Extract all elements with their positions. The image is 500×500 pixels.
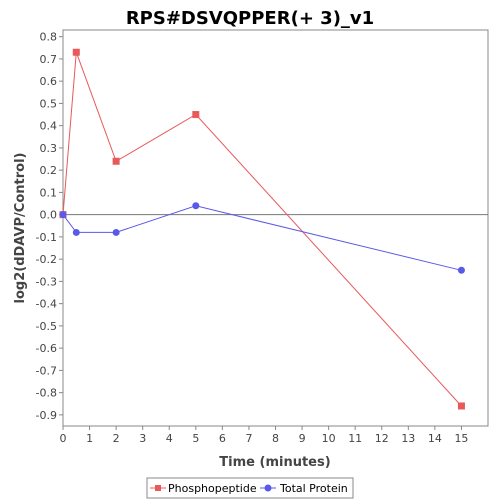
legend-marker-total-protein	[264, 484, 272, 492]
data-point-phosphopeptide	[192, 111, 200, 119]
x-tick-label: 15	[454, 432, 468, 445]
y-axis-ticks: 0.8 0.7 0.6 0.5 0.4 0.3 0.2 0.1 0.0 -0.1 -0.2 -0.3 -…	[36, 31, 63, 422]
y-tick-label: -0.7	[36, 364, 57, 377]
y-tick-label: -0.9	[36, 409, 57, 422]
legend-marker-phosphopeptide	[155, 485, 161, 491]
x-tick-label: 7	[245, 432, 252, 445]
x-tick-label: 12	[375, 432, 389, 445]
legend-label-phosphopeptide: Phosphopeptide	[168, 482, 257, 495]
x-tick-label: 11	[348, 432, 362, 445]
y-tick-label: -0.4	[36, 298, 57, 311]
y-tick-label: 0.4	[40, 120, 58, 133]
y-axis-label: log2(dDAVP/Control)	[13, 153, 28, 304]
y-tick-label: 0.0	[40, 209, 58, 222]
y-tick-label: 0.5	[40, 97, 58, 110]
x-tick-label: 6	[219, 432, 226, 445]
data-point-total-protein	[72, 228, 80, 236]
legend: Phosphopeptide Total Protein	[146, 477, 354, 499]
data-point-phosphopeptide	[112, 157, 120, 165]
x-tick-label: 10	[322, 432, 336, 445]
x-tick-label: 3	[139, 432, 146, 445]
y-tick-label: 0.2	[40, 164, 58, 177]
y-tick-label: -0.5	[36, 320, 57, 333]
x-axis-ticks: 0 1 2 3 4 5 6 7 8 9 10 11 12 13 14 15	[60, 426, 468, 445]
y-tick-label: -0.2	[36, 253, 57, 266]
x-tick-label: 1	[86, 432, 93, 445]
x-tick-label: 9	[299, 432, 306, 445]
data-point-total-protein	[59, 211, 67, 219]
y-tick-label: -0.3	[36, 275, 57, 288]
data-point-phosphopeptide	[72, 48, 80, 56]
plot-area	[62, 29, 489, 427]
series-layer	[59, 48, 465, 410]
data-point-total-protein	[112, 228, 120, 236]
x-axis-label: Time (minutes)	[219, 455, 330, 470]
legend-box	[146, 477, 354, 499]
chart-title: RPS#DSVQPPER(+ 3)_v1	[126, 8, 374, 29]
x-tick-label: 2	[113, 432, 120, 445]
legend-label-total-protein: Total Protein	[279, 482, 348, 495]
y-tick-label: -0.6	[36, 342, 57, 355]
x-tick-label: 14	[428, 432, 442, 445]
y-tick-label: 0.6	[40, 75, 58, 88]
x-tick-label: 0	[60, 432, 67, 445]
x-tick-label: 8	[272, 432, 279, 445]
data-point-phosphopeptide	[457, 402, 465, 410]
y-tick-label: 0.8	[40, 31, 58, 44]
x-tick-label: 13	[401, 432, 415, 445]
x-tick-label: 4	[166, 432, 173, 445]
y-tick-label: -0.8	[36, 387, 57, 400]
data-point-total-protein	[457, 266, 465, 274]
y-tick-label: 0.1	[40, 186, 58, 199]
y-tick-label: 0.3	[40, 142, 58, 155]
y-tick-label: 0.7	[40, 53, 58, 66]
x-tick-label: 5	[192, 432, 199, 445]
data-point-total-protein	[192, 202, 200, 210]
y-tick-label: -0.1	[36, 231, 57, 244]
